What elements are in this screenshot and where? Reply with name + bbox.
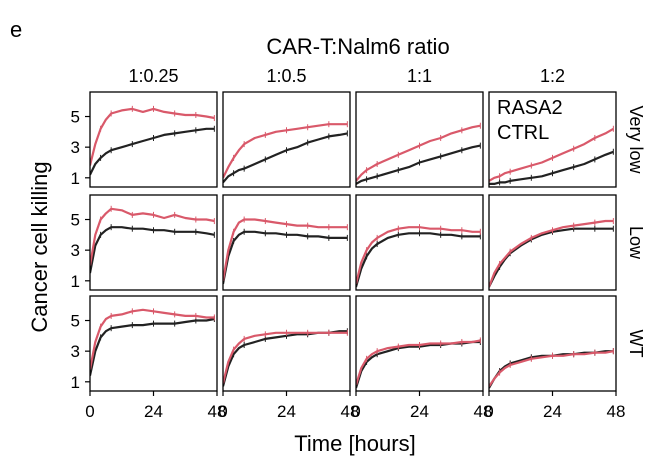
series-line-rasa2 xyxy=(90,107,215,166)
panel-wt-1-0-5 xyxy=(222,295,351,396)
y-tick-label: 3 xyxy=(71,138,80,157)
panel-frame xyxy=(355,91,484,188)
panel-frame xyxy=(222,295,351,392)
y-axis-label: Cancer cell killing xyxy=(27,161,52,332)
panel-label: e xyxy=(10,17,22,42)
panel-frame xyxy=(488,295,617,392)
series-line-ctrl xyxy=(356,340,481,389)
series-line-rasa2 xyxy=(356,226,481,285)
x-tick-label: 0 xyxy=(85,402,94,421)
legend: RASA2 CTRL xyxy=(497,97,563,144)
series-line-ctrl xyxy=(223,330,348,387)
series-line-ctrl xyxy=(356,232,481,288)
x-tick-label: 24 xyxy=(277,402,296,421)
legend-entry-ctrl: CTRL xyxy=(497,122,549,144)
series-line-rasa2 xyxy=(90,207,215,266)
column-header-1-0-25: 1:0.25 xyxy=(128,66,178,86)
panel-grid: 1:0.25 1:0.5 1:1 1:2 Very low Low WT 1 3 5 1 3 5 1 3 5 0… xyxy=(71,66,646,421)
chart-title: CAR-T:Nalm6 ratio xyxy=(266,34,449,59)
x-tick-label: 24 xyxy=(144,402,163,421)
panel-low-1-0-5 xyxy=(222,194,351,291)
y-tick-label: 1 xyxy=(71,169,80,188)
row-header-very-low: Very low xyxy=(626,105,646,174)
row-header-low: Low xyxy=(626,226,646,260)
panel-frame xyxy=(89,295,218,392)
column-header-1-1: 1:1 xyxy=(407,66,432,86)
series-line-rasa2 xyxy=(356,124,481,182)
column-header-1-0-5: 1:0.5 xyxy=(266,66,306,86)
panel-frame xyxy=(355,194,484,291)
series-line-ctrl xyxy=(90,127,215,176)
series-line-rasa2 xyxy=(90,308,215,370)
series-line-ctrl xyxy=(90,317,215,376)
series-line-ctrl xyxy=(223,132,348,184)
series-line-ctrl xyxy=(489,227,614,288)
panel-frame xyxy=(222,194,351,291)
series-line-rasa2 xyxy=(489,127,614,182)
x-tick-label: 24 xyxy=(410,402,429,421)
x-tick-label: 48 xyxy=(474,402,493,421)
row-header-wt: WT xyxy=(626,330,646,358)
series-line-rasa2 xyxy=(223,218,348,281)
series-line-ctrl xyxy=(223,230,348,285)
x-tick-label: 24 xyxy=(543,402,562,421)
y-tick-label: 1 xyxy=(71,373,80,392)
column-header-1-2: 1:2 xyxy=(540,66,565,86)
panel-wt-1-1 xyxy=(355,295,484,396)
panel-frame xyxy=(89,194,218,291)
legend-entry-rasa2: RASA2 xyxy=(497,97,563,119)
series-line-ctrl xyxy=(90,226,215,274)
panel-low-1-2 xyxy=(488,194,617,291)
y-tick-label: 5 xyxy=(71,211,80,230)
x-axis-label: Time [hours] xyxy=(294,431,415,456)
series-line-ctrl xyxy=(356,144,481,185)
panel-frame xyxy=(89,91,218,188)
panel-wt-1-0-25 xyxy=(85,295,218,396)
panel-frame xyxy=(355,295,484,392)
y-tick-label: 3 xyxy=(71,342,80,361)
x-tick-label: 0 xyxy=(351,402,360,421)
panel-very-low-1-1 xyxy=(355,91,484,188)
panel-frame xyxy=(222,91,351,188)
series-line-rasa2 xyxy=(223,123,348,179)
panel-very-low-1-0-25 xyxy=(85,91,218,188)
x-tick-label: 0 xyxy=(218,402,227,421)
panel-very-low-1-0-5 xyxy=(222,91,351,188)
panel-very-low-1-2 xyxy=(488,91,617,188)
panel-low-1-1 xyxy=(355,194,484,291)
x-tick-label: 48 xyxy=(208,402,227,421)
panel-low-1-0-25 xyxy=(85,194,218,291)
x-tick-label: 0 xyxy=(484,402,493,421)
y-tick-label: 1 xyxy=(71,272,80,291)
series-line-ctrl xyxy=(489,150,614,185)
series-line-rasa2 xyxy=(489,219,614,288)
series-line-rasa2 xyxy=(356,339,481,386)
series-line-rasa2 xyxy=(489,350,614,388)
panel-frame xyxy=(488,91,617,188)
x-tick-label: 48 xyxy=(607,402,626,421)
panel-wt-1-2 xyxy=(488,295,617,396)
series-line-rasa2 xyxy=(223,331,348,384)
panel-frame xyxy=(488,194,617,291)
y-tick-label: 5 xyxy=(71,108,80,127)
x-tick-label: 48 xyxy=(341,402,360,421)
y-tick-label: 3 xyxy=(71,241,80,260)
y-tick-label: 5 xyxy=(71,312,80,331)
